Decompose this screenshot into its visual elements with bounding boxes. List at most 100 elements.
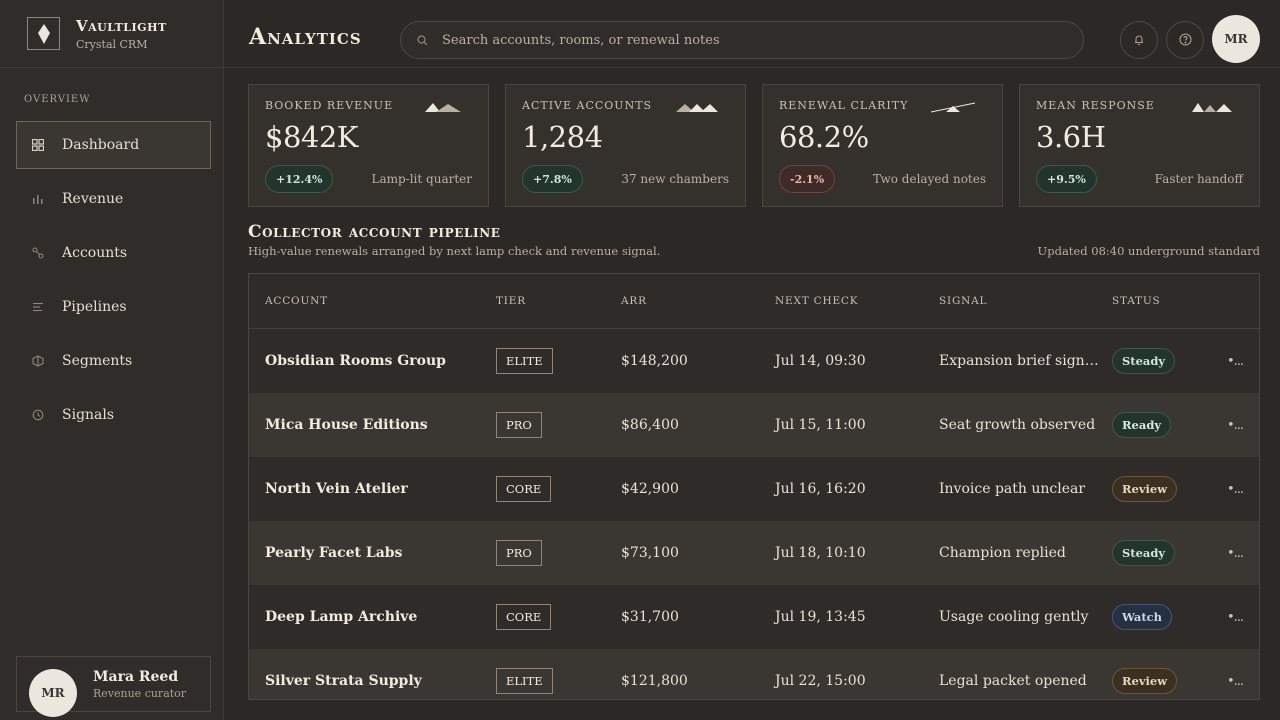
row-menu-icon[interactable]: •... [1227,417,1244,433]
cell-signal: Invoice path unclear [939,457,1085,521]
cell-signal: Usage cooling gently [939,585,1088,649]
cell-status: Watch [1112,585,1173,649]
search-input[interactable] [442,32,1062,48]
cell-tier: CORE [496,585,552,649]
cell-tier: PRO [496,393,542,457]
column-header-next-check[interactable]: Next check [775,295,859,307]
sidebar-item-pipelines[interactable]: Pipelines [16,283,211,331]
help-button[interactable] [1166,21,1204,59]
sidebar-item-dashboard[interactable]: Dashboard [16,121,211,169]
kpi-value: 3.6H [1036,120,1106,154]
column-header-status[interactable]: Status [1112,295,1161,307]
signal-text: Seat growth observed [939,417,1096,433]
search-icon [417,31,428,50]
search-bar[interactable] [400,21,1084,59]
cell-signal: Expansion brief sign… [939,329,1099,393]
signal-text: Legal packet opened [939,673,1087,689]
notifications-button[interactable] [1120,21,1158,59]
sidebar-item-signals[interactable]: Signals [16,391,211,439]
column-header-tier[interactable]: Tier [496,295,526,307]
sidebar-item-accounts[interactable]: Accounts [16,229,211,277]
account-name[interactable]: Obsidian Rooms Group [265,353,446,369]
top-header: Analytics MR [224,0,1280,68]
arr-value: $73,100 [621,545,679,561]
kpi-note: Two delayed notes [872,172,986,186]
sidebar-item-segments[interactable]: Segments [16,337,211,385]
sidebar-item-label: Pipelines [62,299,127,315]
row-menu-icon[interactable]: •... [1227,673,1244,689]
account-name[interactable]: Mica House Editions [265,417,428,433]
next-check-time: Jul 14, 09:30 [775,353,866,369]
link-icon [31,246,45,260]
profile-avatar[interactable]: MR [1212,15,1260,63]
table-row[interactable]: Silver Strata Supply ELITE $121,800 Jul 22,… [249,649,1259,699]
table-row[interactable]: Mica House Editions PRO $86,400 Jul 15, 11:… [249,393,1259,457]
brand[interactable]: Vaultlight Crystal CRM [0,0,223,68]
tier-badge: ELITE [496,348,553,374]
table-row[interactable]: Obsidian Rooms Group ELITE $148,200 Jul 14,… [249,329,1259,393]
kpi-note: 37 new chambers [621,172,729,186]
next-check-time: Jul 19, 13:45 [775,609,866,625]
lines-icon [31,300,45,314]
cell-actions: •... [1227,585,1244,649]
kpi-card-booked-revenue[interactable]: Booked revenue $842K +12.4% Lamp-lit qua… [248,84,489,207]
cell-status: Ready [1112,393,1172,457]
cell-arr: $31,700 [621,585,679,649]
signal-text: Usage cooling gently [939,609,1089,625]
arr-value: $121,800 [621,673,688,689]
table-row[interactable]: Deep Lamp Archive CORE $31,700 Jul 19, 13:4… [249,585,1259,649]
table-row[interactable]: North Vein Atelier CORE $42,900 Jul 16, 16:… [249,457,1259,521]
account-name[interactable]: Pearly Facet Labs [265,545,403,561]
cell-account: Silver Strata Supply [265,649,422,699]
sidebar-item-revenue[interactable]: Revenue [16,175,211,223]
column-header-account[interactable]: Account [265,295,328,307]
cell-actions: •... [1227,329,1244,393]
cell-account: Pearly Facet Labs [265,521,402,585]
cell-arr: $121,800 [621,649,688,699]
kpi-label: Active accounts [522,99,653,112]
cell-account: Obsidian Rooms Group [265,329,446,393]
pipeline-updated-timestamp: Updated 08:40 underground standard [1037,244,1260,258]
tier-badge: CORE [496,476,552,502]
cell-arr: $73,100 [621,521,679,585]
signal-text: Expansion brief sign… [939,353,1099,369]
cell-account: Mica House Editions [265,393,428,457]
kpi-value: 68.2% [779,120,869,154]
sidebar-item-label: Dashboard [62,137,140,153]
sidebar-item-label: Segments [62,353,133,369]
grid-icon [31,138,45,152]
table-row[interactable]: Pearly Facet Labs PRO $73,100 Jul 18, 10:10… [249,521,1259,585]
status-badge: Review [1112,476,1178,502]
kpi-card-active-accounts[interactable]: Active accounts 1,284 +7.8% 37 new chamb… [505,84,746,207]
segment-icon [31,354,45,368]
row-menu-icon[interactable]: •... [1227,609,1244,625]
column-header-arr[interactable]: ARR [621,295,647,307]
pipeline-table: Account Tier ARR Next check Signal Statu… [248,273,1260,700]
account-name[interactable]: North Vein Atelier [265,481,408,497]
kpi-card-mean-response[interactable]: Mean response 3.6H +9.5% Faster handoff [1019,84,1260,207]
cell-tier: PRO [496,521,542,585]
kpi-card-renewal-clarity[interactable]: Renewal clarity 68.2% -2.1% Two delayed … [762,84,1003,207]
row-menu-icon[interactable]: •... [1227,481,1244,497]
kpi-note: Faster handoff [1154,172,1243,186]
kpi-label: Renewal clarity [779,99,909,112]
kpi-delta-badge: +12.4% [265,165,334,193]
sparkline-icon [1192,103,1232,112]
account-name[interactable]: Silver Strata Supply [265,673,422,689]
cell-arr: $148,200 [621,329,688,393]
status-badge: Review [1112,668,1178,694]
column-header-signal[interactable]: Signal [939,295,988,307]
user-role: Revenue curator [93,686,187,700]
row-menu-icon[interactable]: •... [1227,545,1244,561]
kpi-delta-badge: +7.8% [522,165,583,193]
cell-arr: $42,900 [621,457,679,521]
user-card[interactable]: MR Mara Reed Revenue curator [16,656,211,717]
tier-badge: PRO [496,412,542,438]
kpi-delta-badge: -2.1% [779,165,836,193]
brand-subtitle: Crystal CRM [76,37,148,51]
kpi-value: 1,284 [522,120,603,154]
row-menu-icon[interactable]: •... [1227,353,1244,369]
table-body: Obsidian Rooms Group ELITE $148,200 Jul 14,… [249,329,1259,699]
account-name[interactable]: Deep Lamp Archive [265,609,418,625]
cell-arr: $86,400 [621,393,679,457]
